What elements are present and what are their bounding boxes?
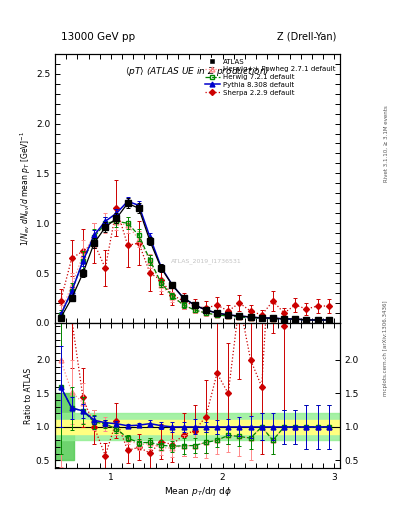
Bar (55, 393, 73, 460)
Text: mcplots.cern.ch [arXiv:1306.3436]: mcplots.cern.ch [arXiv:1306.3436] (384, 301, 388, 396)
Text: Rivet 3.1.10, ≥ 3.1M events: Rivet 3.1.10, ≥ 3.1M events (384, 105, 388, 182)
Y-axis label: Ratio to ATLAS: Ratio to ATLAS (24, 368, 33, 424)
Y-axis label: $1/N_{ev}$ $dN_{ev}/d$ mean $p_T$ [GeV]$^{-1}$: $1/N_{ev}$ $dN_{ev}/d$ mean $p_T$ [GeV]$… (18, 131, 33, 246)
Legend: ATLAS, Herwig++ Powheg 2.7.1 default, Herwig 7.2.1 default, Pythia 8.308 default: ATLAS, Herwig++ Powheg 2.7.1 default, He… (203, 57, 336, 97)
X-axis label: Mean $p_T$/d$\eta$ d$\phi$: Mean $p_T$/d$\eta$ d$\phi$ (163, 485, 231, 498)
Text: $\langle pT\rangle$ (ATLAS UE in Z production): $\langle pT\rangle$ (ATLAS UE in Z produ… (125, 65, 270, 77)
Text: Z (Drell-Yan): Z (Drell-Yan) (277, 32, 336, 42)
Text: 13000 GeV pp: 13000 GeV pp (61, 32, 135, 42)
Text: ATLAS_2019_I1736531: ATLAS_2019_I1736531 (171, 258, 241, 264)
